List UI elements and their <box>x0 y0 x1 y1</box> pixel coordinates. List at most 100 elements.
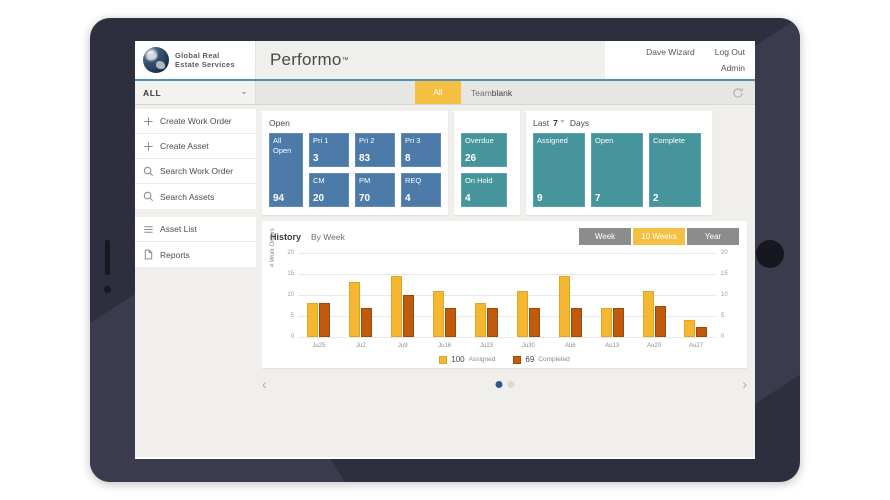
x-axis-tick: Au13 <box>605 343 620 349</box>
chart-bar-completed[interactable] <box>487 307 498 337</box>
chart-bar-group[interactable]: Ju16 <box>433 253 457 349</box>
tile-pri-1[interactable]: Pri 1 3 <box>309 133 349 167</box>
sidebar-item-search-work-order[interactable]: Search Work Order <box>135 159 256 184</box>
tab-all[interactable]: All <box>415 81 461 104</box>
chart-bar-group[interactable]: Au27 <box>684 253 708 349</box>
chart-bar-group[interactable]: Ju25 <box>307 253 331 349</box>
globe-icon <box>143 47 169 73</box>
chart-gridline <box>298 295 717 296</box>
team-value: blank <box>491 87 513 98</box>
tile-on-hold[interactable]: On Hold 4 <box>461 173 507 207</box>
chart-bar-assigned[interactable] <box>391 276 403 337</box>
home-button[interactable] <box>756 240 784 268</box>
chart-gridline <box>298 337 717 338</box>
tile-req[interactable]: REQ 4 <box>401 173 441 207</box>
tile-all-open[interactable]: All Open 94 <box>269 133 303 207</box>
chart-bar-assigned[interactable] <box>684 320 696 337</box>
tile-label: Complete <box>653 136 686 145</box>
chart-bar-assigned[interactable] <box>642 290 654 337</box>
tile-label: Pri 2 <box>359 136 375 145</box>
y-axis-tick: 20 <box>287 250 294 256</box>
history-header: History By Week Week 10 Weeks Year <box>270 228 739 245</box>
chart-bar-group[interactable]: Ju23 <box>475 253 498 349</box>
logout-button[interactable]: Log Out <box>714 47 745 57</box>
chart-bar-group[interactable]: Au13 <box>600 253 624 349</box>
chart-bar-completed[interactable] <box>445 307 457 337</box>
chart-bar-group[interactable]: Ju30 <box>516 253 540 349</box>
tile-overdue[interactable]: Overdue 26 <box>461 133 507 167</box>
chart-bar-completed[interactable] <box>570 307 582 337</box>
history-chart: # Work Orders 0 0 5 5 10 10 15 15 20 20 Ju25 Ju2 Ju9… <box>270 228 739 351</box>
chart-bar-completed[interactable] <box>361 307 373 337</box>
chart-bar-assigned[interactable] <box>433 290 445 337</box>
plus-icon <box>143 116 154 127</box>
x-axis-tick: Au6 <box>564 343 576 349</box>
brand-line-1: Global Real <box>175 50 220 60</box>
chevron-down-icon: ⌄ <box>240 87 248 96</box>
sidebar-item-search-assets[interactable]: Search Assets <box>135 184 256 209</box>
chart-bar-group[interactable]: Ju2 <box>349 253 373 349</box>
x-axis-tick: Ju9 <box>397 343 408 349</box>
tile-pri-3[interactable]: Pri 3 8 <box>401 133 441 167</box>
open-panel: Open All Open 94 Pri 1 3 <box>262 111 448 215</box>
range-button-year[interactable]: Year <box>687 228 739 245</box>
tile-value: 20 <box>313 193 325 204</box>
chart-bar-assigned[interactable] <box>349 282 361 337</box>
sidebar-item-asset-list[interactable]: Asset List <box>135 217 256 242</box>
chart-bar-completed[interactable] <box>528 307 540 337</box>
scope-dropdown[interactable]: ALL ⌄ <box>135 81 256 104</box>
page-title: Performo ™ <box>256 41 605 79</box>
chart-bar-group[interactable]: Ju9 <box>391 253 415 349</box>
range-button-10-weeks[interactable]: 10 Weeks <box>633 228 685 245</box>
chart-bar-assigned[interactable] <box>307 303 319 337</box>
tile-pri-2[interactable]: Pri 2 83 <box>355 133 395 167</box>
tile-label: On Hold <box>465 176 493 185</box>
chart-bar-assigned[interactable] <box>600 307 612 337</box>
sidebar-label: Reports <box>160 249 190 260</box>
history-title: History <box>270 231 302 242</box>
sidebar-divider <box>135 209 256 217</box>
chart-bar-completed[interactable] <box>654 305 666 337</box>
refresh-icon[interactable] <box>721 81 755 104</box>
pager-dot[interactable] <box>495 380 502 388</box>
history-panel: History By Week Week 10 Weeks Year # Wor… <box>262 221 747 368</box>
chevron-right-icon[interactable]: › <box>742 376 747 392</box>
tile-pm[interactable]: PM 70 <box>355 173 395 207</box>
overdue-panel: Overdue 26 On Hold 4 <box>454 111 520 215</box>
tile-assigned[interactable]: Assigned 9 <box>533 133 585 207</box>
summary-cards-row: Open All Open 94 Pri 1 3 <box>262 111 747 215</box>
sidebar-label: Search Assets <box>160 191 215 202</box>
brand-logo[interactable]: Global Real Estate Services <box>135 41 256 79</box>
tile-open[interactable]: Open 7 <box>591 133 643 207</box>
open-panel-title: Open <box>269 117 290 128</box>
days-dropdown[interactable]: 7 <box>553 115 566 128</box>
sidebar-item-create-asset[interactable]: Create Asset <box>135 134 256 159</box>
trademark-mark: ™ <box>341 56 349 64</box>
chart-bar-completed[interactable] <box>612 307 624 337</box>
sidebar-item-create-work-order[interactable]: Create Work Order <box>135 109 256 134</box>
chart-bar-completed[interactable] <box>696 326 708 337</box>
range-button-week[interactable]: Week <box>579 228 631 245</box>
chart-gridline <box>298 274 717 275</box>
chart-bar-assigned[interactable] <box>475 303 486 337</box>
chevron-left-icon[interactable]: ‹ <box>262 376 267 392</box>
y-axis-tick: 0 <box>721 334 725 340</box>
chart-bar-completed[interactable] <box>403 295 415 337</box>
pager-dot[interactable] <box>507 380 514 388</box>
x-axis-tick: Ju23 <box>479 343 494 349</box>
y-axis-tick: 15 <box>287 271 294 277</box>
chart-bar-group[interactable]: Au20 <box>642 253 666 349</box>
app-footer: WIZARDSOFTWARE™ SOLUTIONS <box>135 457 755 459</box>
chart-bar-assigned[interactable] <box>516 290 528 337</box>
tile-complete[interactable]: Complete 2 <box>649 133 701 207</box>
sidebar-item-reports[interactable]: Reports <box>135 242 256 267</box>
user-name[interactable]: Dave Wizard <box>646 47 695 57</box>
volume-rocker[interactable] <box>105 240 110 275</box>
tile-value: 8 <box>405 153 411 164</box>
team-filter[interactable]: Team blank <box>461 81 721 104</box>
chart-bar-completed[interactable] <box>319 303 331 337</box>
chart-bar-assigned[interactable] <box>558 276 570 337</box>
tile-cm[interactable]: CM 20 <box>309 173 349 207</box>
tile-value: 4 <box>405 193 411 204</box>
chart-bar-group[interactable]: Au6 <box>558 253 582 349</box>
